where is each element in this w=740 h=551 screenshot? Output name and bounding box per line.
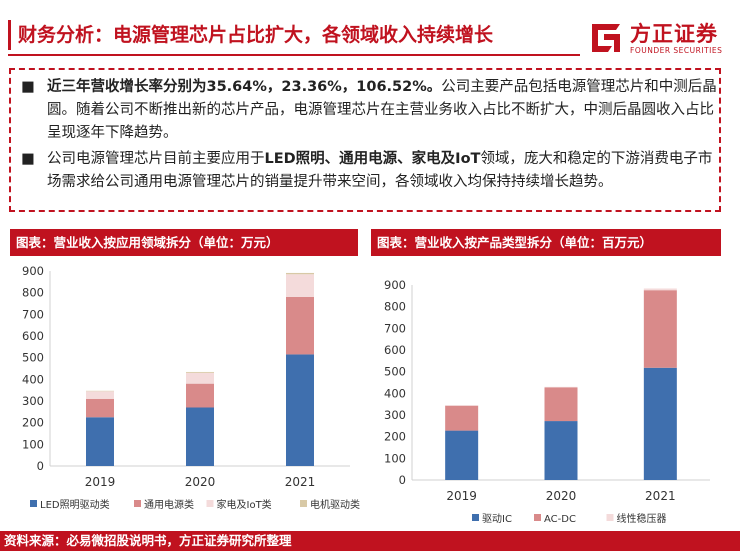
bar-segment bbox=[445, 430, 479, 480]
legend-swatch bbox=[300, 500, 307, 507]
bar-segment bbox=[643, 288, 677, 291]
bar-segment bbox=[643, 367, 677, 480]
bar-segment bbox=[286, 272, 314, 275]
bar-segment bbox=[286, 274, 314, 297]
legend-swatch bbox=[30, 500, 37, 507]
y-tick-label: 100 bbox=[384, 451, 406, 465]
legend-label: LED照明驱动类 bbox=[40, 498, 110, 511]
bullet-square-icon: ■ bbox=[21, 79, 35, 95]
source-footer: 资料来源：必易微招股说明书，方正证券研究所整理 bbox=[0, 531, 740, 551]
y-tick-label: 700 bbox=[384, 321, 406, 335]
bar-segment bbox=[544, 421, 578, 480]
legend-label: AC-DC bbox=[544, 514, 576, 525]
summary-box: ■ 近三年营收增长率分别为35.64%，23.36%，106.52%。公司主要产… bbox=[9, 68, 721, 212]
bullet-1-bold: 近三年营收增长率分别为35.64%，23.36%，106.52%。 bbox=[47, 79, 442, 95]
y-tick-label: 0 bbox=[399, 473, 406, 487]
legend-label: 线性稳压器 bbox=[617, 512, 667, 525]
x-tick-label: 2021 bbox=[285, 475, 316, 489]
left-chart-title: 图表：营业收入按应用领域拆分（单位：万元） bbox=[10, 229, 358, 256]
legend-swatch bbox=[206, 500, 214, 507]
x-tick-label: 2020 bbox=[185, 475, 216, 489]
right-chart-title: 图表：营业收入按产品类型拆分（单位：百万元） bbox=[371, 229, 721, 256]
bullet-1-text: 公司主要产品包括电源管理芯片和中测后晶圆。随着公司不断推出新的芯片产品，电源管理… bbox=[47, 79, 717, 141]
founder-logo-icon bbox=[592, 24, 620, 52]
bar-segment bbox=[186, 407, 214, 466]
y-tick-label: 800 bbox=[384, 300, 406, 314]
bar-segment bbox=[544, 386, 578, 388]
y-tick-label: 100 bbox=[22, 437, 44, 451]
legend-swatch bbox=[534, 514, 541, 521]
x-tick-label: 2019 bbox=[85, 475, 116, 489]
legend-label: 驱动IC bbox=[482, 513, 512, 525]
application-revenue-chart: 0 100 200 300 400 500 600 700 800 900 2019 2020 2021… bbox=[22, 264, 360, 511]
y-tick-label: 0 bbox=[37, 459, 44, 473]
y-tick-label: 900 bbox=[22, 264, 44, 278]
bullet-2-text-b: 领域，庞大和稳定的下游消费电子市场需求给公司通用电源管理芯片的销量提升带来空间，… bbox=[47, 151, 713, 190]
founder-logo: 方正证券 FOUNDER SECURITIES bbox=[590, 18, 723, 60]
y-tick-label: 300 bbox=[384, 408, 406, 422]
legend-label: 通用电源类 bbox=[144, 498, 194, 511]
bar-segment bbox=[544, 387, 578, 422]
page-title: 财务分析：电源管理芯片占比扩大，各领域收入持续增长 bbox=[18, 24, 494, 46]
legend-label: 电机驱动类 bbox=[310, 498, 360, 511]
legend-swatch bbox=[472, 514, 479, 521]
y-tick-label: 500 bbox=[384, 365, 406, 379]
y-tick-label: 900 bbox=[384, 278, 406, 292]
y-tick-label: 800 bbox=[22, 286, 44, 300]
legend-swatch bbox=[606, 514, 614, 521]
logo-cn-text: 方正证券 bbox=[630, 22, 718, 46]
bar-segment bbox=[643, 290, 677, 368]
bar-segment bbox=[186, 371, 214, 373]
x-tick-label: 2020 bbox=[546, 489, 577, 503]
product-revenue-chart: 0 100 200 300 400 500 600 700 800 900 2019 2020 2021… bbox=[384, 278, 710, 525]
bar-segment bbox=[286, 297, 314, 355]
bullet-2-text-a: 公司电源管理芯片目前主要应用于 bbox=[47, 151, 265, 167]
logo-en-text: FOUNDER SECURITIES bbox=[630, 46, 723, 55]
legend-label: 家电及IoT类 bbox=[217, 498, 272, 511]
legend-swatch bbox=[134, 500, 141, 507]
bar-segment bbox=[86, 398, 114, 418]
y-tick-label: 700 bbox=[22, 307, 44, 321]
y-tick-label: 600 bbox=[22, 329, 44, 343]
title-underline bbox=[8, 54, 580, 56]
y-tick-label: 300 bbox=[22, 394, 44, 408]
x-tick-label: 2021 bbox=[645, 489, 676, 503]
bar-segment bbox=[86, 417, 114, 466]
y-tick-label: 500 bbox=[22, 351, 44, 365]
bar-segment bbox=[86, 391, 114, 399]
y-tick-label: 400 bbox=[384, 386, 406, 400]
bullet-square-icon: ■ bbox=[21, 151, 35, 167]
y-tick-label: 200 bbox=[22, 416, 44, 430]
bar-segment bbox=[286, 354, 314, 466]
bar-segment bbox=[186, 372, 214, 384]
y-tick-label: 600 bbox=[384, 343, 406, 357]
x-tick-label: 2019 bbox=[446, 489, 477, 503]
title-accent-bar bbox=[8, 20, 11, 50]
y-tick-label: 200 bbox=[384, 430, 406, 444]
bar-segment bbox=[445, 405, 479, 431]
bullet-2-bold: LED照明、通用电源、家电及IoT bbox=[264, 151, 481, 167]
y-tick-label: 400 bbox=[22, 372, 44, 386]
bar-segment bbox=[186, 383, 214, 408]
